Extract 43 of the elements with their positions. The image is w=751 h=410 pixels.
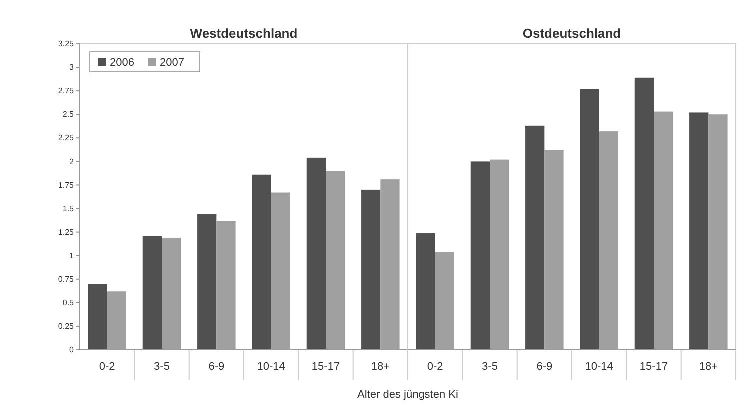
x-tick-label: 10-14 [585, 361, 614, 373]
chart-title: Ostdeutschland [522, 26, 622, 41]
x-tick-label: 18+ [371, 361, 390, 373]
y-tick-label: 0.25 [58, 322, 75, 332]
y-tick-label: 2 [70, 157, 75, 166]
bar [198, 214, 217, 350]
x-tick-label: 10-14 [257, 361, 286, 373]
y-tick-label: 1.25 [58, 228, 75, 237]
y-tick-label: 0.75 [58, 274, 75, 284]
y-tick-label: 3 [70, 63, 75, 72]
y-tick-label: 1.5 [62, 204, 75, 214]
x-tick-label: 0-2 [427, 361, 444, 373]
legend-label: 2007 [160, 57, 184, 69]
x-tick-label: 18+ [699, 361, 718, 373]
bar [252, 174, 272, 350]
y-tick-label: 3.25 [58, 40, 75, 49]
x-tick-label: 6-9 [536, 361, 553, 373]
legend-label: 2006 [110, 57, 134, 69]
y-tick-label: 2.25 [58, 134, 75, 143]
y-tick-label: 2.5 [62, 110, 75, 120]
y-tick-label: 1.75 [58, 180, 75, 190]
bar [306, 158, 326, 350]
bar [142, 236, 162, 350]
y-tick-label: 2.75 [58, 86, 75, 96]
x-tick-label: 3-5 [482, 361, 498, 373]
x-axis-title: Alter des jüngsten Ki [358, 389, 458, 401]
bar [526, 126, 545, 350]
x-tick-label: 15-17 [640, 361, 668, 373]
bar [88, 284, 108, 350]
bar [470, 162, 490, 350]
bar [362, 190, 381, 350]
y-tick-label: 1 [70, 251, 75, 260]
chart-title: Westdeutschland [190, 26, 298, 41]
y-tick-label: 0.5 [62, 298, 75, 308]
bar [634, 78, 654, 350]
x-tick-label: 15-17 [312, 361, 340, 373]
x-tick-label: 6-9 [208, 361, 225, 373]
x-tick-label: 3-5 [154, 361, 170, 373]
bar [580, 89, 600, 350]
x-tick-label: 0-2 [99, 361, 116, 373]
bar [416, 233, 436, 350]
bar [690, 112, 709, 350]
y-tick-label: 0 [70, 346, 75, 355]
